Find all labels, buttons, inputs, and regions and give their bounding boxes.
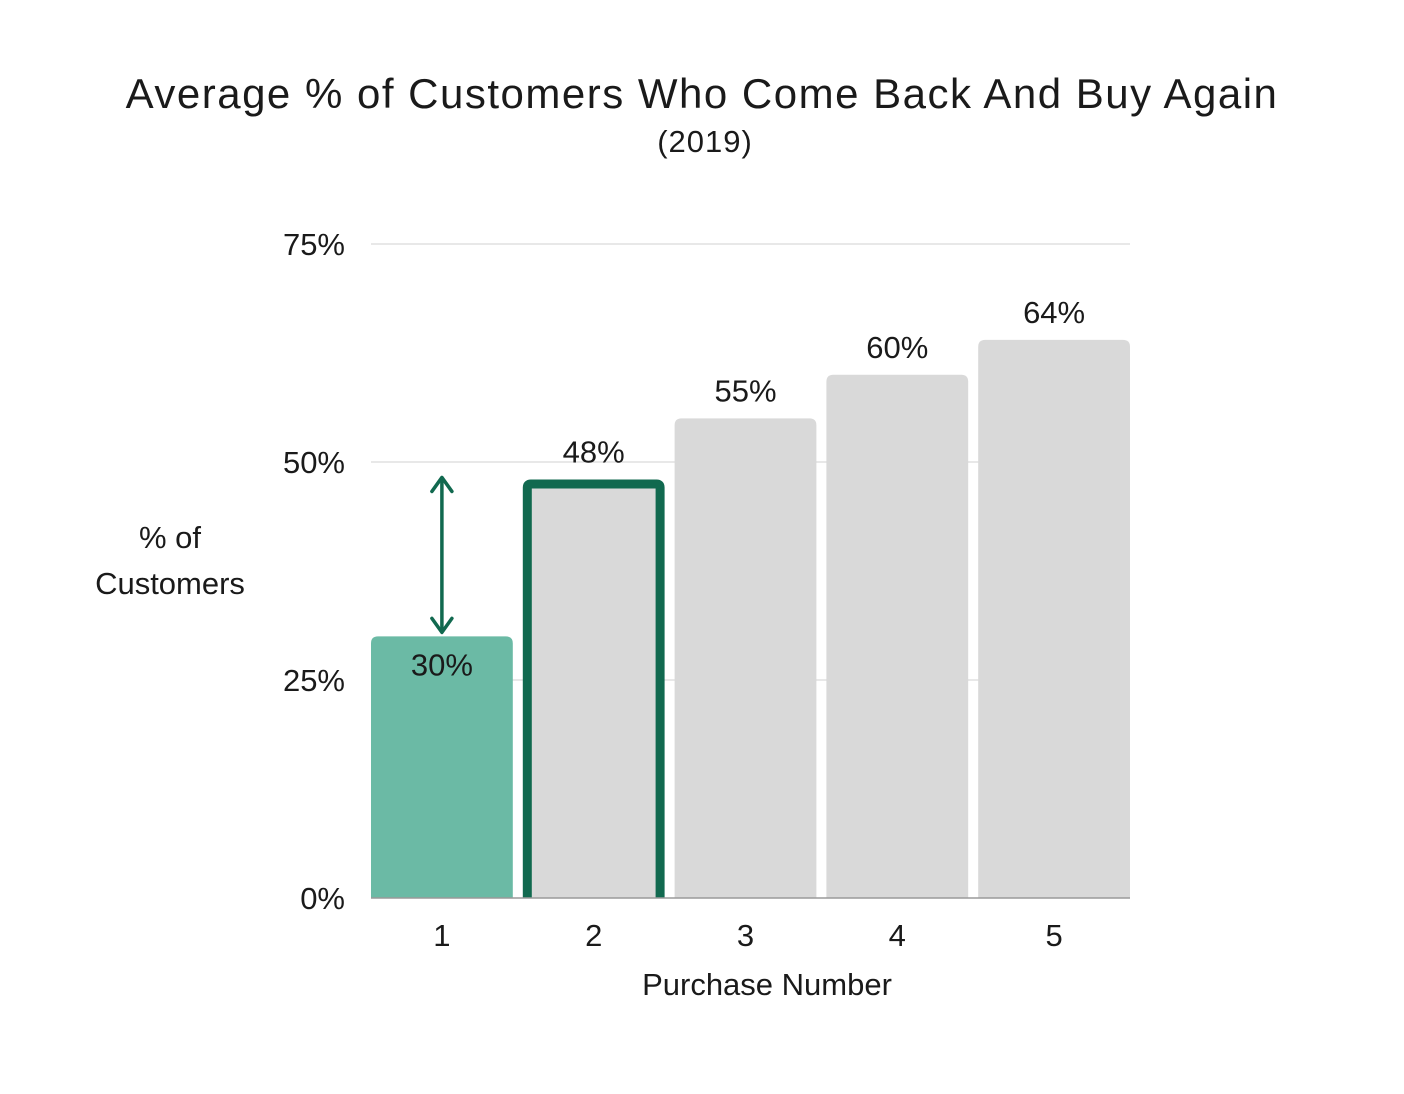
y-tick-label: 75% (283, 227, 345, 262)
x-tick-label: 5 (1045, 918, 1062, 953)
x-tick-label: 3 (737, 918, 754, 953)
y-tick-label: 50% (283, 445, 345, 480)
bar (371, 636, 513, 898)
y-axis-label: % of Customers (70, 515, 270, 607)
difference-arrow-head-down (430, 616, 454, 635)
difference-arrow-head-up (430, 475, 454, 494)
y-axis-label-line-1: % of (138, 520, 202, 555)
x-axis-label: Purchase Number (642, 967, 892, 1002)
y-axis-label-line-2: Customers (95, 566, 245, 601)
bar (522, 479, 665, 898)
bar (978, 339, 1130, 898)
x-tick-label: 4 (889, 918, 906, 953)
x-tick-label: 2 (585, 918, 602, 953)
bar-value-label: 60% (866, 330, 928, 365)
y-tick-label: 25% (283, 663, 345, 698)
x-tick-label: 1 (433, 918, 450, 953)
bar (826, 374, 969, 898)
bar-value-label: 55% (714, 373, 776, 408)
bar-value-label: 64% (1023, 295, 1085, 330)
chart-subtitle: (2019) (657, 124, 753, 159)
y-tick-label: 0% (300, 881, 345, 916)
bar-value-label: 48% (563, 434, 625, 469)
chart-title: Average % of Customers Who Come Back And… (125, 70, 1279, 117)
bar-value-label: 30% (411, 647, 473, 682)
bar (674, 418, 817, 898)
